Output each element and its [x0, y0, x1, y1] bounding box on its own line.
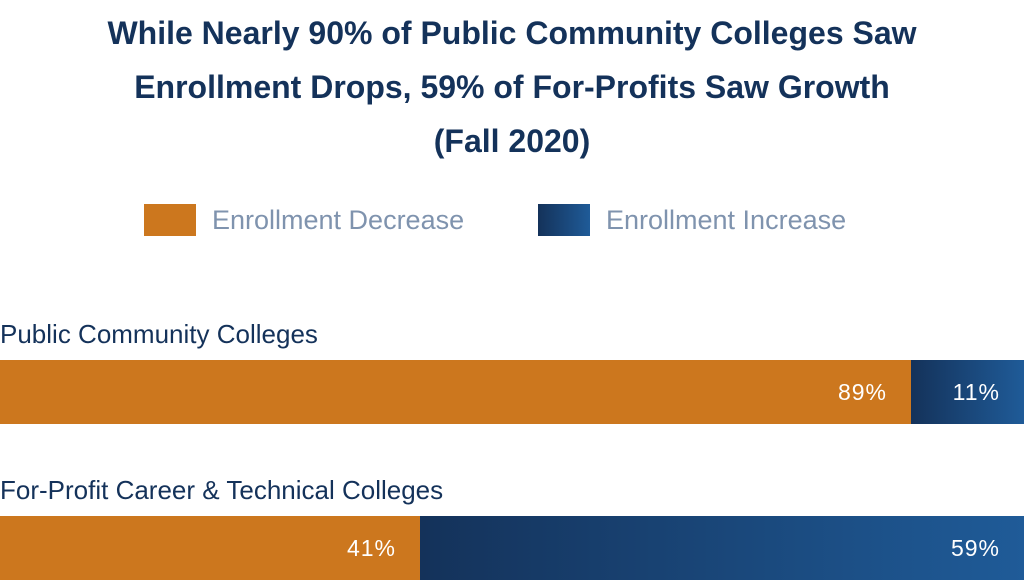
bar-value-label-increase-1: 59% — [950, 535, 1000, 561]
bar-row-public: 89% 11% — [0, 360, 1024, 424]
legend-swatch-decrease — [144, 204, 196, 236]
legend-swatch-increase — [538, 204, 590, 236]
bar-value-label-decrease-1: 41% — [346, 535, 396, 561]
bar-segment-increase-1: 59% — [420, 516, 1024, 580]
bar-value-label-increase-0: 11% — [952, 379, 1000, 405]
category-label-public: Public Community Colleges — [0, 319, 318, 349]
legend-label-decrease: Enrollment Decrease — [212, 205, 465, 235]
chart-legend: Enrollment Decrease Enrollment Increase — [0, 204, 1024, 236]
bar-segment-decrease-1: 41% — [0, 516, 420, 580]
chart-title: While Nearly 90% of Public Community Col… — [0, 6, 1024, 168]
legend-label-increase: Enrollment Increase — [606, 205, 847, 235]
bar-segment-decrease-0: 89% — [0, 360, 911, 424]
bar-value-label-decrease-0: 89% — [837, 379, 887, 405]
bar-row-for-profit: 41% 59% — [0, 516, 1024, 580]
bar-segment-increase-0: 11% — [911, 360, 1024, 424]
chart-title-line-1: While Nearly 90% of Public Community Col… — [107, 15, 917, 51]
chart-title-line-3: (Fall 2020) — [433, 123, 591, 159]
category-label-for-profit: For-Profit Career & Technical Colleges — [0, 475, 444, 505]
chart-title-line-2: Enrollment Drops, 59% of For-Profits Saw… — [134, 69, 890, 105]
